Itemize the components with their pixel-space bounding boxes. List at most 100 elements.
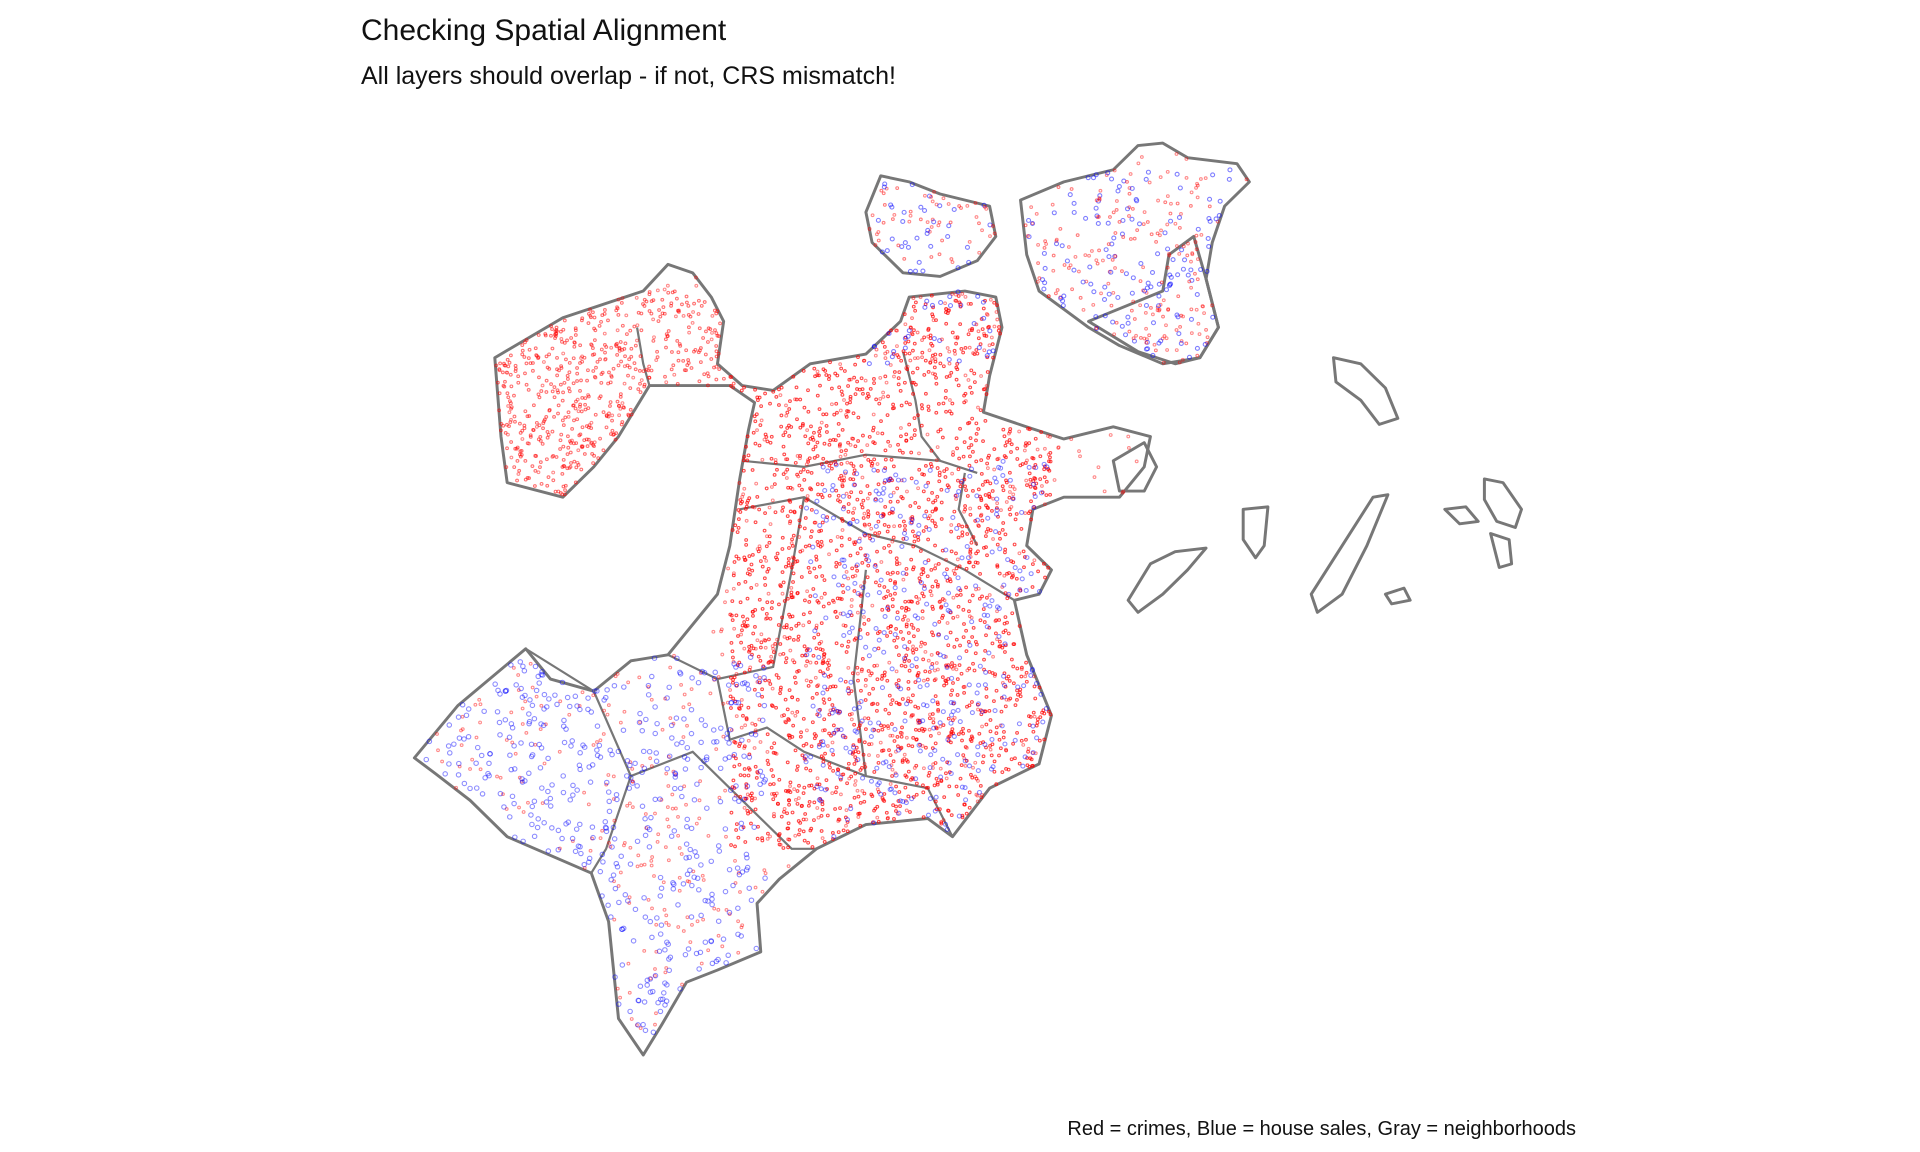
- crime-point: [1004, 480, 1009, 485]
- sale-point: [1030, 750, 1036, 756]
- crime-point: [523, 409, 528, 414]
- sale-point: [947, 609, 953, 614]
- sale-point: [879, 249, 885, 255]
- crime-point: [598, 836, 603, 841]
- crime-point: [952, 572, 957, 576]
- crime-point: [706, 833, 711, 838]
- sale-point: [908, 520, 914, 526]
- crime-point: [930, 662, 935, 666]
- crime-point: [967, 599, 972, 604]
- crime-point: [887, 748, 891, 752]
- sale-point: [901, 587, 907, 593]
- crime-point: [631, 375, 636, 380]
- crime-point: [758, 740, 763, 744]
- crime-point: [1043, 239, 1048, 244]
- sale-point: [901, 477, 907, 483]
- crime-point: [1204, 327, 1208, 332]
- crime-point: [882, 345, 887, 349]
- sale-point: [636, 719, 643, 726]
- sale-point: [1129, 290, 1135, 296]
- crime-point: [1002, 621, 1007, 626]
- crime-point: [765, 750, 770, 754]
- crime-point: [794, 385, 799, 390]
- crime-point: [1033, 436, 1038, 441]
- crime-point: [870, 603, 875, 608]
- crime-point: [600, 313, 605, 318]
- crime-point: [913, 727, 918, 732]
- crime-point: [611, 366, 616, 371]
- crime-point: [831, 837, 835, 841]
- crime-point: [962, 393, 967, 398]
- crime-point: [1001, 488, 1006, 493]
- sale-point: [830, 483, 836, 489]
- crime-point: [835, 615, 839, 619]
- sale-point: [594, 688, 600, 694]
- crime-point: [1026, 746, 1031, 751]
- crime-point: [949, 523, 954, 527]
- crime-point: [920, 338, 924, 343]
- crime-point: [987, 708, 992, 713]
- crime-point: [797, 783, 801, 788]
- crime-point: [1056, 185, 1061, 189]
- crime-point: [1018, 694, 1023, 699]
- crime-point: [919, 403, 924, 407]
- crime-point: [830, 703, 835, 707]
- crime-point: [888, 630, 893, 635]
- crime-point: [845, 829, 850, 834]
- crime-point: [620, 401, 625, 405]
- crime-point: [873, 497, 878, 501]
- crime-point: [1174, 348, 1179, 352]
- crime-point: [896, 376, 901, 380]
- crime-point: [799, 575, 804, 579]
- crime-point: [828, 438, 833, 443]
- crime-point: [1009, 504, 1014, 509]
- crime-point: [764, 486, 769, 491]
- island: [1489, 532, 1514, 569]
- sale-point: [703, 756, 710, 763]
- crime-point: [571, 441, 576, 446]
- sale-point: [980, 299, 986, 305]
- sale-point: [820, 464, 826, 470]
- sale-point: [814, 784, 820, 790]
- crime-point: [968, 454, 972, 459]
- crime-point: [874, 232, 879, 237]
- sale-point: [894, 615, 900, 621]
- crime-point: [1144, 340, 1149, 345]
- crime-point: [1046, 434, 1050, 438]
- sale-point: [1110, 319, 1116, 325]
- crime-point: [959, 763, 964, 768]
- crime-point: [732, 764, 737, 769]
- crime-point: [979, 374, 983, 378]
- crime-point: [1114, 320, 1119, 325]
- crime-point: [947, 734, 952, 739]
- crime-point: [537, 423, 542, 428]
- crime-point: [714, 377, 719, 382]
- sale-point: [882, 181, 888, 187]
- sale-point: [1123, 332, 1129, 338]
- sale-point: [473, 760, 479, 766]
- crime-point: [939, 820, 944, 825]
- sale-point: [975, 752, 981, 758]
- crime-point: [817, 407, 822, 412]
- crime-point: [734, 822, 739, 826]
- crime-point: [793, 833, 798, 838]
- sale-point: [636, 997, 642, 1004]
- crime-point: [876, 519, 881, 524]
- crime-point: [901, 519, 906, 524]
- crime-point: [825, 667, 830, 671]
- crime-point: [764, 544, 769, 549]
- crime-point: [895, 499, 900, 504]
- crime-point: [1018, 587, 1022, 591]
- crime-point: [742, 670, 747, 675]
- crime-point: [945, 578, 950, 583]
- crime-point: [523, 340, 527, 345]
- crime-point: [805, 659, 810, 664]
- crime-point: [706, 326, 711, 331]
- crime-point: [993, 631, 998, 636]
- crime-point: [791, 580, 795, 584]
- sale-point: [568, 743, 574, 749]
- crime-point: [628, 845, 633, 850]
- crime-point: [867, 491, 872, 496]
- crime-point: [747, 567, 751, 572]
- crime-point: [983, 534, 988, 538]
